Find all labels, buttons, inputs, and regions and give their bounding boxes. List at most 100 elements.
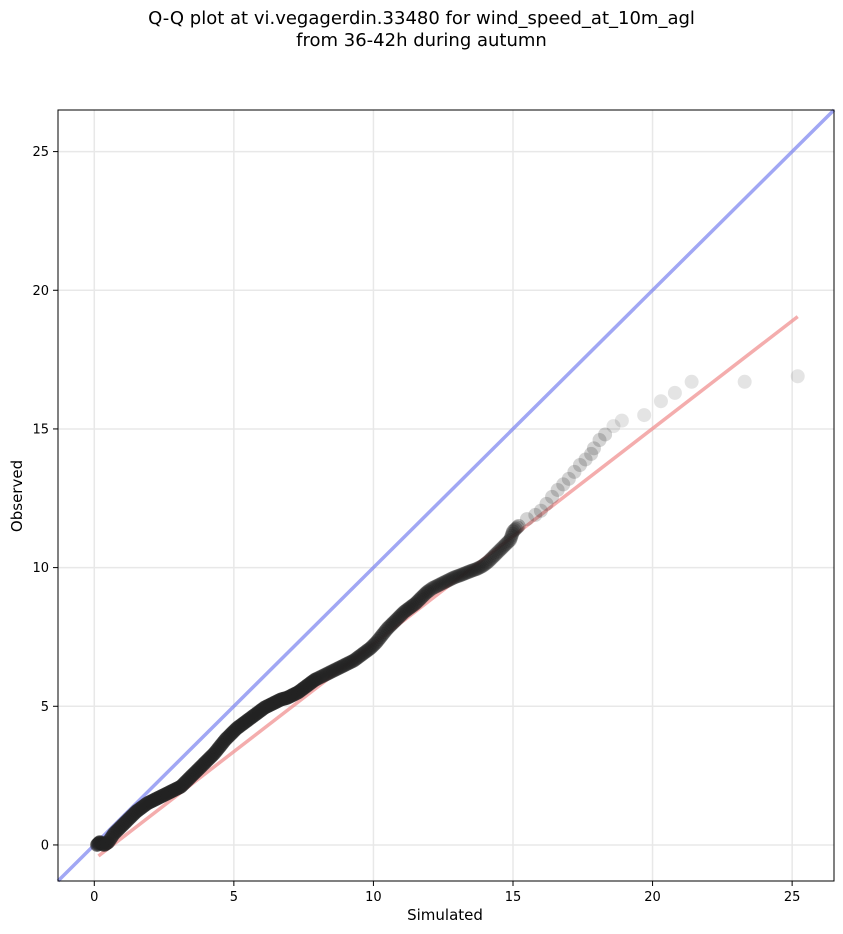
data-point bbox=[411, 593, 426, 608]
data-point bbox=[436, 575, 451, 590]
data-point bbox=[404, 599, 419, 614]
data-point bbox=[420, 584, 435, 599]
data-point bbox=[422, 583, 437, 598]
plot-frame bbox=[57, 109, 835, 882]
data-point bbox=[450, 569, 465, 584]
data-point bbox=[398, 603, 413, 618]
data-point bbox=[425, 581, 440, 596]
data-point bbox=[388, 613, 403, 628]
x-tick-label: 15 bbox=[505, 890, 522, 905]
data-point bbox=[457, 566, 472, 581]
data-point bbox=[377, 625, 392, 640]
data-point bbox=[475, 559, 490, 574]
data-point bbox=[482, 553, 497, 568]
data-point bbox=[489, 546, 504, 561]
data-point bbox=[339, 656, 354, 671]
data-point bbox=[316, 668, 331, 683]
data-point bbox=[362, 642, 377, 657]
data-point bbox=[606, 419, 621, 434]
chart-title-line-1: Q-Q plot at vi.vegagerdin.33480 for wind… bbox=[148, 8, 695, 29]
data-point bbox=[323, 665, 338, 680]
data-point bbox=[443, 572, 458, 587]
data-point bbox=[465, 563, 480, 578]
data-point bbox=[401, 601, 416, 616]
data-point bbox=[359, 644, 374, 659]
data-point bbox=[358, 645, 373, 660]
chart-title: Q-Q plot at vi.vegagerdin.33480 for wind… bbox=[0, 8, 843, 52]
data-point bbox=[330, 661, 345, 676]
data-point bbox=[479, 556, 494, 571]
data-point bbox=[406, 597, 421, 612]
data-point bbox=[374, 628, 389, 643]
data-point bbox=[390, 611, 405, 626]
data-point bbox=[545, 489, 560, 504]
data-point bbox=[499, 537, 514, 552]
data-point bbox=[433, 577, 448, 592]
data-point bbox=[342, 655, 357, 670]
y-tick-label: 0 bbox=[41, 838, 49, 853]
data-point bbox=[380, 621, 395, 636]
data-point bbox=[667, 385, 682, 400]
data-point bbox=[324, 664, 339, 679]
data-point bbox=[399, 602, 414, 617]
data-point bbox=[471, 561, 486, 576]
data-point bbox=[494, 541, 509, 556]
data-point bbox=[437, 575, 452, 590]
data-point bbox=[321, 665, 336, 680]
data-point bbox=[348, 652, 363, 667]
y-tick-label: 5 bbox=[41, 700, 49, 715]
data-point bbox=[367, 636, 382, 651]
data-point bbox=[468, 562, 483, 577]
data-point bbox=[497, 538, 512, 553]
data-point bbox=[412, 592, 427, 607]
y-tick-label: 25 bbox=[32, 145, 49, 160]
data-point bbox=[409, 595, 424, 610]
data-point bbox=[395, 606, 410, 621]
data-point bbox=[561, 471, 576, 486]
data-point bbox=[493, 542, 508, 557]
data-point bbox=[528, 507, 543, 522]
data-point bbox=[461, 565, 476, 580]
x-tick-label: 10 bbox=[365, 890, 382, 905]
data-point bbox=[351, 650, 366, 665]
data-point bbox=[504, 528, 519, 543]
data-point bbox=[490, 545, 505, 560]
data-point bbox=[455, 567, 470, 582]
data-point bbox=[458, 566, 473, 581]
data-point bbox=[519, 512, 534, 527]
data-point bbox=[353, 648, 368, 663]
data-point bbox=[325, 663, 340, 678]
data-point bbox=[503, 530, 518, 545]
data-point bbox=[408, 596, 423, 611]
data-point bbox=[503, 532, 518, 547]
data-point bbox=[434, 576, 449, 591]
data-point bbox=[444, 571, 459, 586]
data-point bbox=[426, 580, 441, 595]
data-point bbox=[392, 609, 407, 624]
data-point bbox=[567, 464, 582, 479]
data-point bbox=[415, 589, 430, 604]
data-point bbox=[586, 441, 601, 456]
x-tick-label: 5 bbox=[230, 890, 238, 905]
y-axis-label: Observed bbox=[8, 460, 26, 532]
data-point bbox=[472, 560, 487, 575]
data-point bbox=[653, 394, 668, 409]
data-point bbox=[418, 586, 433, 601]
x-axis-ticks: 0 5 10 15 20 25 bbox=[90, 881, 800, 905]
data-point bbox=[370, 633, 385, 648]
data-point bbox=[598, 427, 613, 442]
data-point bbox=[637, 408, 652, 423]
data-point bbox=[310, 671, 325, 686]
data-point bbox=[335, 659, 350, 674]
data-point bbox=[311, 670, 326, 685]
data-points bbox=[90, 369, 805, 852]
data-point bbox=[500, 535, 515, 550]
data-point bbox=[452, 568, 467, 583]
data-point bbox=[505, 524, 520, 539]
data-point bbox=[441, 573, 456, 588]
data-point bbox=[318, 667, 333, 682]
data-point bbox=[320, 666, 335, 681]
data-point bbox=[429, 579, 444, 594]
data-point bbox=[447, 570, 462, 585]
